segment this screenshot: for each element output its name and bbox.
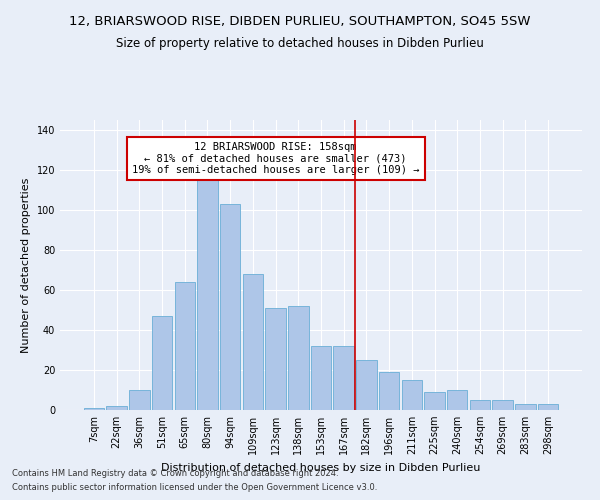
Bar	[311, 346, 331, 410]
Bar	[288, 306, 308, 410]
Text: Size of property relative to detached houses in Dibden Purlieu: Size of property relative to detached ho…	[116, 38, 484, 51]
Text: 12, BRIARSWOOD RISE, DIBDEN PURLIEU, SOUTHAMPTON, SO45 5SW: 12, BRIARSWOOD RISE, DIBDEN PURLIEU, SOU…	[69, 15, 531, 28]
Bar	[175, 282, 195, 410]
Bar	[356, 360, 377, 410]
Bar	[447, 390, 467, 410]
Text: Contains HM Land Registry data © Crown copyright and database right 2024.: Contains HM Land Registry data © Crown c…	[12, 468, 338, 477]
Bar	[197, 174, 218, 410]
Bar	[129, 390, 149, 410]
Bar	[424, 392, 445, 410]
Bar	[538, 404, 558, 410]
Bar	[220, 204, 241, 410]
Bar	[106, 406, 127, 410]
Bar	[401, 380, 422, 410]
Bar	[493, 400, 513, 410]
Text: Contains public sector information licensed under the Open Government Licence v3: Contains public sector information licen…	[12, 484, 377, 492]
Bar	[152, 316, 172, 410]
Bar	[379, 372, 400, 410]
Text: 12 BRIARSWOOD RISE: 158sqm
← 81% of detached houses are smaller (473)
19% of sem: 12 BRIARSWOOD RISE: 158sqm ← 81% of deta…	[132, 142, 419, 175]
Bar	[265, 308, 286, 410]
Bar	[84, 408, 104, 410]
Bar	[470, 400, 490, 410]
Bar	[242, 274, 263, 410]
Y-axis label: Number of detached properties: Number of detached properties	[21, 178, 31, 352]
Bar	[515, 404, 536, 410]
Bar	[334, 346, 354, 410]
X-axis label: Distribution of detached houses by size in Dibden Purlieu: Distribution of detached houses by size …	[161, 462, 481, 472]
